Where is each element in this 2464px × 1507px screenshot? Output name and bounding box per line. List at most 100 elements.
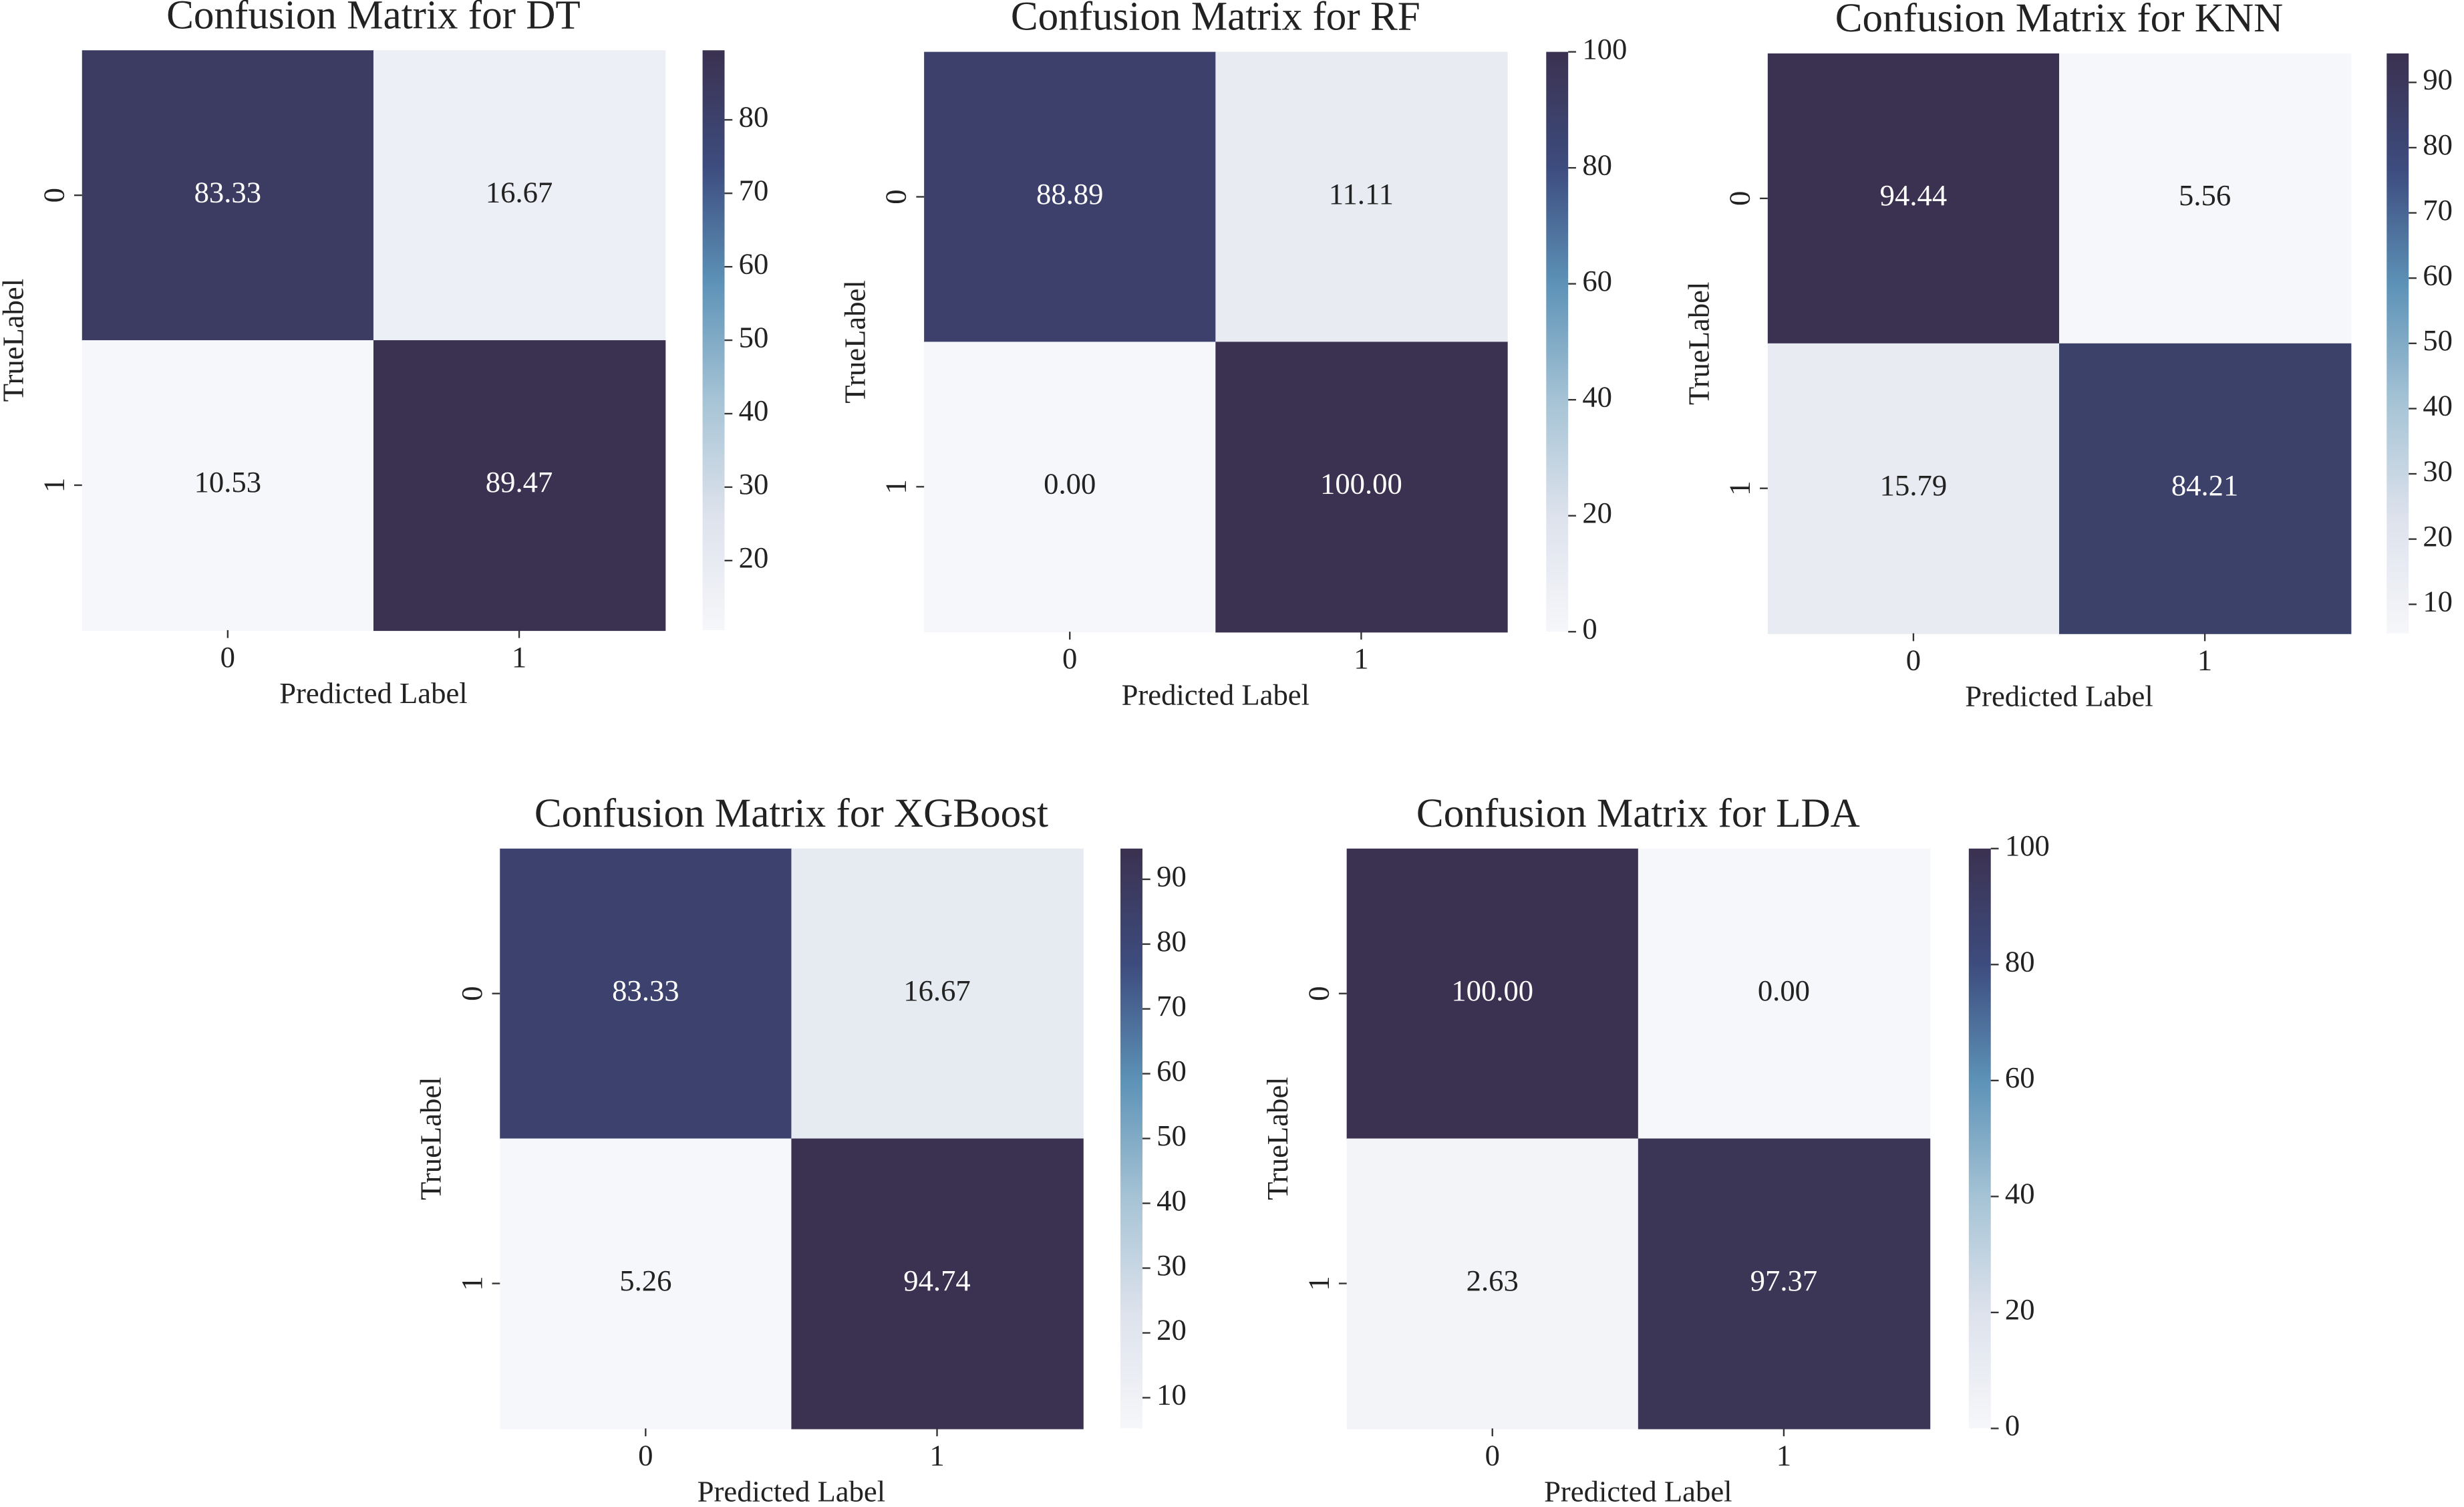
x-axis-label: Predicted Label <box>1965 680 2153 713</box>
cell-label: 5.26 <box>619 1264 671 1297</box>
heatmap-cell <box>373 50 666 341</box>
cell-label: 10.53 <box>194 465 261 499</box>
y-axis-label: TrueLabel <box>0 279 29 402</box>
heatmap-cell <box>82 340 375 632</box>
x-tick-label: 1 <box>1354 642 1368 675</box>
cell-label: 94.74 <box>903 1264 970 1297</box>
y-tick-label: 0 <box>1301 986 1335 1001</box>
y-axis-label: TrueLabel <box>1261 1077 1294 1200</box>
heatmap-cell <box>2059 53 2352 344</box>
x-axis-label: Predicted Label <box>1122 678 1310 711</box>
y-axis-label: TrueLabel <box>838 280 872 403</box>
x-axis-label: Predicted Label <box>279 676 467 710</box>
cell-label: 89.47 <box>486 465 553 499</box>
cell-label: 5.56 <box>2179 178 2231 212</box>
colorbar <box>1546 51 1569 632</box>
y-tick-label: 0 <box>455 986 488 1001</box>
colorbar-tick-label: 0 <box>2005 1409 2020 1442</box>
heatmap-cell <box>1346 1138 1640 1429</box>
cell-label: 16.67 <box>486 175 553 209</box>
colorbar-tick-label: 70 <box>1157 989 1187 1022</box>
chart-title: Confusion Matrix for RF <box>1011 0 1420 39</box>
y-tick-label: 1 <box>1301 1276 1335 1290</box>
colorbar-tick-label: 40 <box>1157 1184 1187 1217</box>
y-tick-label: 1 <box>37 478 70 493</box>
cell-label: 11.11 <box>1329 177 1394 211</box>
x-tick-label: 0 <box>220 640 235 674</box>
heatmap-cell <box>500 1138 792 1429</box>
colorbar-tick-label: 40 <box>2423 389 2453 422</box>
cell-label: 100.00 <box>1451 974 1533 1007</box>
chart-title: Confusion Matrix for DT <box>166 0 581 37</box>
colorbar <box>1120 848 1142 1429</box>
colorbar-tick-label: 60 <box>739 247 769 280</box>
colorbar-tick-label: 80 <box>739 100 769 134</box>
colorbar-tick-label: 10 <box>2423 585 2453 618</box>
heatmap-cell <box>373 340 666 632</box>
colorbar-tick-label: 60 <box>2005 1061 2035 1094</box>
heatmap-cell <box>924 341 1217 633</box>
heatmap-cell <box>82 50 375 341</box>
heatmap-cell <box>500 848 792 1139</box>
y-tick-label: 1 <box>1722 481 1756 496</box>
colorbar-tick-label: 80 <box>2423 128 2453 161</box>
colorbar-tick-label: 20 <box>739 541 769 574</box>
chart-title: Confusion Matrix for LDA <box>1416 791 1860 836</box>
chart-title: Confusion Matrix for KNN <box>1835 0 2284 41</box>
cell-label: 0.00 <box>1758 974 1810 1007</box>
heatmap-cell <box>1767 343 2060 634</box>
cell-label: 83.33 <box>612 974 679 1007</box>
colorbar-tick-label: 90 <box>1157 859 1187 893</box>
cell-label: 0.00 <box>1044 467 1096 501</box>
colorbar <box>2386 53 2409 634</box>
colorbar-tick-label: 20 <box>1157 1313 1187 1347</box>
y-tick-label: 1 <box>455 1276 488 1290</box>
heatmap-cell <box>1346 848 1640 1139</box>
x-tick-label: 1 <box>512 640 526 674</box>
heatmap-cell <box>1638 1138 1931 1429</box>
y-tick-label: 1 <box>879 479 913 494</box>
y-tick-label: 0 <box>1722 191 1756 206</box>
colorbar-tick-label: 40 <box>739 394 769 427</box>
colorbar-tick-label: 90 <box>2423 63 2453 96</box>
colorbar-tick-label: 20 <box>1582 496 1612 529</box>
colorbar-tick-label: 40 <box>1582 380 1612 413</box>
x-tick-label: 0 <box>1062 642 1077 675</box>
colorbar-tick-label: 30 <box>1157 1248 1187 1282</box>
colorbar-tick-label: 50 <box>1157 1119 1187 1152</box>
x-tick-label: 0 <box>638 1438 653 1472</box>
cell-label: 16.67 <box>903 974 970 1007</box>
heatmap-cell <box>924 51 1217 343</box>
y-tick-label: 0 <box>37 188 70 202</box>
heatmap-cell <box>791 1138 1084 1429</box>
x-tick-label: 0 <box>1485 1438 1500 1472</box>
colorbar-tick-label: 100 <box>1582 32 1627 65</box>
y-axis-label: TrueLabel <box>1682 282 1715 405</box>
colorbar-tick-label: 80 <box>2005 945 2035 978</box>
colorbar-tick-label: 80 <box>1157 924 1187 958</box>
colorbar-tick-label: 20 <box>2423 519 2453 553</box>
colorbar-tick-label: 80 <box>1582 148 1612 181</box>
colorbar-tick-label: 60 <box>1157 1054 1187 1087</box>
colorbar-tick-label: 20 <box>2005 1292 2035 1326</box>
cell-label: 94.44 <box>1880 178 1947 212</box>
x-axis-label: Predicted Label <box>1544 1474 1732 1507</box>
x-tick-label: 1 <box>929 1438 944 1472</box>
y-tick-label: 0 <box>879 189 913 204</box>
heatmap-cell <box>1767 53 2060 344</box>
y-axis-label: TrueLabel <box>414 1077 448 1200</box>
cell-label: 83.33 <box>194 175 261 209</box>
colorbar-tick-label: 70 <box>2423 193 2453 227</box>
cell-label: 84.21 <box>2171 468 2238 502</box>
colorbar-tick-label: 60 <box>2423 258 2453 291</box>
colorbar-tick-label: 50 <box>2423 323 2453 357</box>
colorbar-tick-label: 100 <box>2005 829 2050 862</box>
x-tick-label: 0 <box>1906 644 1921 677</box>
cell-label: 2.63 <box>1467 1264 1519 1297</box>
colorbar-tick-label: 30 <box>2423 454 2453 487</box>
colorbar-tick-label: 30 <box>739 467 769 501</box>
heatmap-cell <box>791 848 1084 1139</box>
colorbar-tick-label: 40 <box>2005 1177 2035 1210</box>
